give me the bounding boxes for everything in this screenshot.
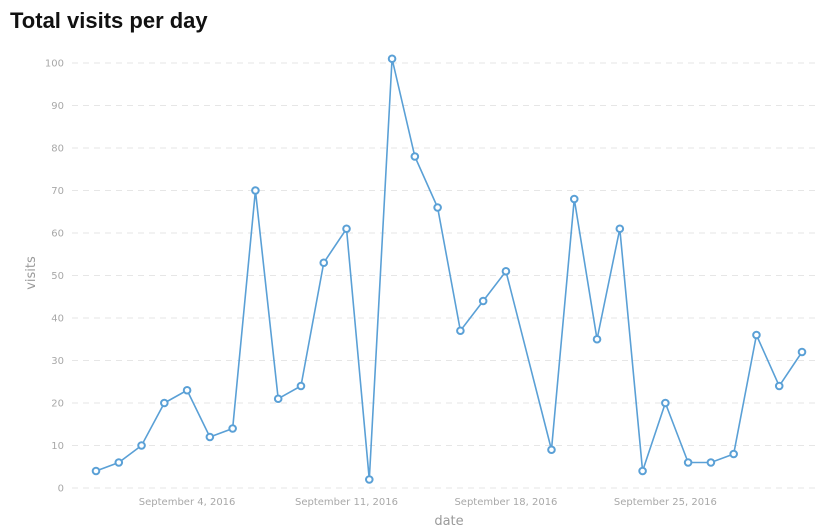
y-tick-label: 30 [51, 356, 64, 367]
data-point[interactable] [592, 334, 602, 344]
data-point[interactable] [160, 398, 169, 408]
data-point[interactable] [228, 424, 237, 433]
x-tick-label: September 11, 2016 [295, 497, 398, 508]
y-axis-ticks: 0 10 20 30 40 50 60 70 80 90 100 [45, 59, 64, 495]
data-point[interactable] [456, 326, 465, 336]
x-axis-label: date [434, 514, 463, 529]
y-tick-label: 70 [51, 186, 64, 197]
series-line [95, 58, 803, 480]
data-point[interactable] [182, 385, 192, 395]
y-tick-label: 80 [51, 144, 64, 155]
data-point[interactable] [569, 194, 579, 204]
chart-title: Total visits per day [10, 8, 208, 33]
data-point[interactable] [273, 394, 283, 404]
data-point[interactable] [387, 54, 397, 64]
data-point[interactable] [729, 449, 738, 459]
y-tick-label: 60 [51, 229, 64, 240]
data-point[interactable] [547, 445, 556, 455]
data-point[interactable] [752, 330, 761, 340]
y-tick-label: 90 [51, 101, 64, 112]
data-point[interactable] [638, 466, 647, 476]
data-point[interactable] [91, 466, 101, 476]
x-axis-ticks: September 4, 2016 September 11, 2016 Septe… [139, 497, 717, 508]
data-point[interactable] [342, 224, 351, 234]
data-point[interactable] [319, 258, 329, 268]
data-point[interactable] [683, 458, 693, 467]
y-tick-label: 10 [51, 441, 64, 452]
y-tick-label: 100 [45, 59, 64, 70]
data-point[interactable] [296, 381, 306, 391]
data-points [91, 54, 807, 484]
x-tick-label: September 4, 2016 [139, 497, 236, 508]
data-point[interactable] [205, 432, 215, 442]
data-point[interactable] [114, 458, 124, 467]
y-tick-label: 20 [51, 399, 64, 410]
data-point[interactable] [137, 441, 146, 450]
y-tick-label: 50 [51, 271, 64, 282]
y-axis-label: visits [24, 256, 39, 290]
y-tick-label: 40 [51, 314, 64, 325]
grid-lines [72, 62, 815, 489]
data-point[interactable] [410, 152, 420, 161]
data-point[interactable] [661, 398, 670, 408]
y-tick-label: 0 [58, 484, 64, 495]
data-point[interactable] [706, 458, 716, 467]
data-point[interactable] [501, 266, 511, 276]
x-tick-label: September 18, 2016 [454, 497, 557, 508]
x-tick-label: September 25, 2016 [614, 497, 717, 508]
data-point[interactable] [797, 347, 807, 357]
data-point[interactable] [364, 475, 374, 484]
data-point[interactable] [433, 203, 442, 212]
data-point[interactable] [615, 224, 625, 234]
data-point[interactable] [774, 381, 784, 391]
data-point[interactable] [478, 296, 488, 306]
data-point[interactable] [251, 186, 260, 195]
